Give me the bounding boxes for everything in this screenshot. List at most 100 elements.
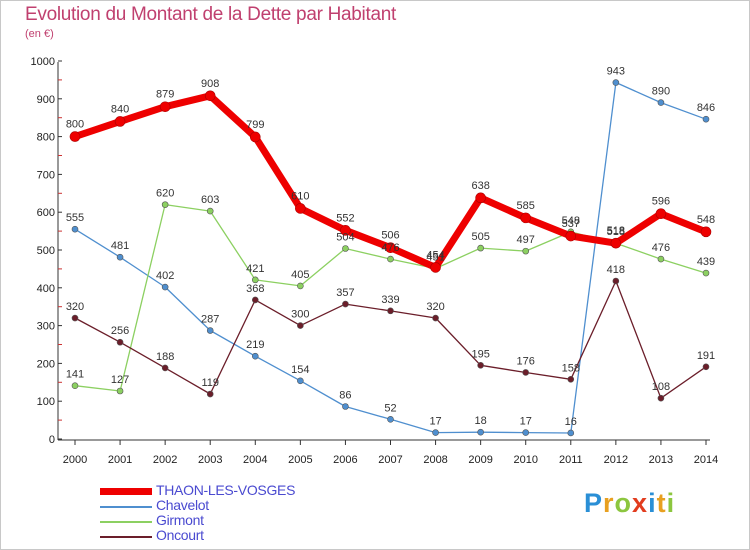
data-point-chavelot (251, 352, 259, 360)
x-tick-label: 2010 (513, 454, 537, 466)
y-tick-label: 1000 (31, 56, 55, 68)
data-label-oncourt: 188 (156, 351, 174, 363)
data-label-girmont: 141 (66, 369, 84, 381)
data-point-thaon-les-vosges (340, 225, 351, 236)
data-point-chavelot (612, 79, 620, 86)
data-label-thaon-les-vosges: 596 (652, 196, 670, 208)
data-point-oncourt (297, 322, 304, 329)
logo-letter: x (632, 488, 649, 518)
data-point-oncourt (477, 361, 484, 369)
data-label-chavelot: 890 (652, 86, 670, 98)
data-point-chavelot (161, 283, 169, 291)
data-point-thaon-les-vosges (430, 262, 441, 273)
data-label-girmont: 620 (156, 188, 174, 200)
data-point-thaon-les-vosges (385, 242, 396, 254)
data-label-oncourt: 119 (201, 377, 219, 389)
x-tick-label: 2007 (378, 454, 402, 466)
legend-label-chavelot: Chavelot (156, 497, 209, 513)
logo-letter: r (603, 488, 615, 518)
data-point-girmont (387, 255, 394, 263)
data-label-oncourt: 158 (562, 362, 580, 374)
y-tick-label: 600 (37, 207, 55, 219)
proxiti-logo: Proxiti (584, 488, 675, 519)
x-tick-label: 2003 (198, 454, 222, 466)
data-label-oncourt: 191 (697, 350, 715, 362)
data-label-chavelot: 402 (156, 270, 174, 282)
data-label-chavelot: 481 (111, 240, 129, 252)
data-label-girmont: 603 (201, 194, 219, 206)
data-label-thaon-les-vosges: 506 (381, 230, 399, 242)
data-point-thaon-les-vosges (520, 212, 532, 224)
data-label-chavelot: 18 (475, 415, 487, 427)
data-label-oncourt: 368 (246, 283, 264, 295)
data-label-chavelot: 16 (565, 416, 577, 428)
data-point-oncourt (116, 338, 124, 346)
data-point-chavelot (432, 429, 439, 436)
data-label-oncourt: 320 (66, 301, 84, 313)
data-label-girmont: 405 (291, 269, 309, 281)
data-label-girmont: 127 (111, 374, 129, 386)
x-tick-label: 2011 (559, 454, 583, 466)
data-point-oncourt (71, 314, 79, 322)
chart-title: Evolution du Montant de la Dette par Hab… (25, 4, 396, 25)
data-label-thaon-les-vosges: 518 (607, 225, 625, 237)
data-label-girmont: 476 (381, 242, 399, 254)
data-point-girmont (71, 382, 79, 390)
data-point-chavelot (116, 253, 124, 261)
data-point-chavelot (387, 416, 394, 423)
legend-label-girmont: Girmont (156, 512, 204, 528)
data-label-chavelot: 17 (520, 416, 532, 428)
data-point-chavelot (657, 99, 665, 106)
logo-letter: t (656, 488, 667, 518)
data-label-girmont: 504 (336, 231, 354, 243)
data-label-thaon-les-vosges: 610 (291, 190, 309, 202)
data-label-thaon-les-vosges: 638 (471, 180, 489, 192)
data-point-oncourt (387, 307, 394, 315)
data-label-thaon-les-vosges: 552 (336, 212, 354, 224)
data-label-oncourt: 418 (607, 264, 625, 276)
y-tick-label: 700 (37, 169, 55, 181)
data-label-oncourt: 357 (336, 287, 354, 299)
legend-label-thaon-les-vosges: THAON-LES-VOSGES (156, 482, 296, 498)
x-tick-label: 2006 (333, 454, 357, 466)
legend-swatch-girmont (100, 521, 152, 523)
data-point-thaon-les-vosges (204, 90, 216, 102)
data-point-girmont (297, 282, 304, 290)
logo-letter: P (584, 488, 604, 518)
y-tick-label: 800 (37, 132, 55, 144)
data-point-thaon-les-vosges (249, 131, 261, 143)
data-point-oncourt (206, 390, 214, 398)
data-labels: 555 481 402 287 219 154 86 52 17 18 17 16 943 890 846 1… (66, 66, 715, 428)
data-point-girmont (116, 387, 124, 395)
data-label-thaon-les-vosges: 879 (156, 89, 174, 101)
x-tick-label: 2012 (604, 454, 628, 466)
series-points (69, 79, 712, 437)
data-point-chavelot (342, 403, 349, 410)
y-tick-label: 300 (37, 321, 55, 333)
data-label-girmont: 505 (471, 231, 489, 243)
data-label-chavelot: 555 (66, 212, 84, 224)
data-label-oncourt: 320 (426, 301, 444, 313)
data-point-chavelot (206, 327, 214, 334)
data-point-oncourt (432, 314, 439, 322)
y-tick-label: 200 (37, 358, 55, 370)
data-label-thaon-les-vosges: 585 (517, 200, 535, 212)
data-point-oncourt (612, 277, 620, 285)
data-point-chavelot (71, 225, 79, 233)
x-tick-label: 2002 (153, 454, 177, 466)
x-tick-label: 2004 (243, 454, 267, 466)
x-tick-label: 2013 (649, 454, 673, 466)
data-point-oncourt (567, 375, 575, 383)
legend-swatch-oncourt (100, 536, 152, 538)
data-point-girmont (657, 255, 665, 263)
y-tick-label: 500 (37, 245, 55, 257)
y-tick-label: 900 (37, 94, 55, 106)
data-label-oncourt: 300 (291, 309, 309, 321)
data-point-oncourt (657, 394, 665, 402)
data-point-chavelot (477, 428, 484, 436)
x-tick-label: 2001 (108, 454, 132, 466)
data-label-thaon-les-vosges: 548 (697, 214, 715, 226)
y-tick-label: 0 (49, 434, 55, 446)
